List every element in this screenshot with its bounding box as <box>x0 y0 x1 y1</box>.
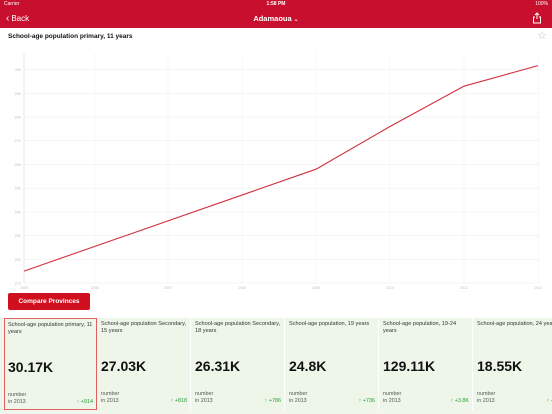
region-selector[interactable]: Adamaoua ⌄ <box>0 13 552 26</box>
y-tick-label: 30K <box>15 68 22 72</box>
battery-percent: 100% <box>535 1 548 7</box>
arrow-up-icon: ↑ <box>358 398 363 404</box>
card-change: ↑ +914 <box>77 399 93 406</box>
card-change-value: +818 <box>174 398 187 404</box>
y-tick-label: 22K <box>15 258 22 262</box>
card-title: School-age population, 24 years <box>477 321 552 327</box>
nav-bar: ‹ Back Adamaoua ⌄ <box>0 9 552 28</box>
y-tick-label: 23K <box>15 234 22 238</box>
x-tick-label: 2005 <box>20 286 28 290</box>
card-unit: number <box>101 391 120 397</box>
back-label: Back <box>11 14 30 23</box>
y-tick-label: 26K <box>15 163 22 167</box>
card-change: ↑ +818 <box>171 398 187 405</box>
x-tick-label: 2007 <box>164 286 172 290</box>
card-value: 26.31K <box>195 358 241 374</box>
card-title: School-age population primary, 11 years <box>8 322 93 335</box>
card-unit: number <box>477 391 496 397</box>
x-tick-label: 2009 <box>312 286 320 290</box>
y-tick-label: 24K <box>15 210 22 214</box>
card-unit: number <box>195 391 214 397</box>
card-change-value: +550 <box>551 398 552 404</box>
arrow-up-icon: ↑ <box>76 399 81 405</box>
card-title: School-age population Secondary, 15 year… <box>101 321 187 334</box>
x-tick-label: 2012 <box>460 286 468 290</box>
y-tick-label: 27K <box>15 139 22 143</box>
card-change: ↑ +786 <box>265 398 281 405</box>
indicator-card[interactable]: School-age population, 19-24 years 129.11… <box>380 318 473 410</box>
card-change: ↑ +736 <box>359 398 375 405</box>
card-change-value: +914 <box>80 399 93 405</box>
card-change-value: +3.8K <box>454 398 469 404</box>
card-year: in 2013 <box>383 398 401 404</box>
compare-provinces-button[interactable]: Compare Provinces <box>8 293 90 310</box>
card-unit: number <box>8 392 27 398</box>
nav-title: Adamaoua <box>253 14 292 23</box>
card-change: ↑ +3.8K <box>451 398 469 405</box>
arrow-up-icon: ↑ <box>546 398 551 404</box>
card-change-value: +786 <box>268 398 281 404</box>
y-tick-label: 28K <box>15 116 22 120</box>
x-tick-label: 2006 <box>91 286 99 290</box>
card-year: in 2013 <box>8 399 26 405</box>
card-title: School-age population Secondary, 18 year… <box>195 321 281 334</box>
card-year: in 2013 <box>477 398 495 404</box>
card-title: School-age population, 19 years <box>289 321 370 327</box>
card-value: 24.8K <box>289 358 327 374</box>
indicator-card[interactable]: School-age population, 24 years 18.55K num… <box>474 318 552 410</box>
indicator-card[interactable]: School-age population Secondary, 18 year… <box>192 318 285 410</box>
x-tick-label: 2008 <box>238 286 246 290</box>
arrow-up-icon: ↑ <box>264 398 269 404</box>
battery-indicator: 100% <box>535 0 548 9</box>
chart-title: School-age population primary, 11 years <box>8 33 133 40</box>
x-tick-label: 2013 <box>534 286 542 290</box>
back-button[interactable]: ‹ Back <box>6 12 29 25</box>
card-year: in 2013 <box>195 398 213 404</box>
card-value: 18.55K <box>477 358 523 374</box>
card-value: 129.11K <box>383 358 436 374</box>
clock: 1:58 PM <box>266 1 286 7</box>
y-tick-label: 29K <box>15 92 22 96</box>
card-change-value: +736 <box>362 398 375 404</box>
carrier-label: Carrier <box>4 1 20 7</box>
favorite-star-icon[interactable]: ☆ <box>537 30 547 42</box>
card-unit: number <box>289 391 308 397</box>
card-value: 27.03K <box>101 358 147 374</box>
chevron-down-icon: ⌄ <box>293 17 299 23</box>
arrow-up-icon: ↑ <box>450 398 455 404</box>
card-value: 30.17K <box>8 359 54 375</box>
card-change: ↑ +550 <box>547 398 552 405</box>
indicator-cards: School-age population primary, 11 years 3… <box>0 318 552 414</box>
card-year: in 2013 <box>101 398 119 404</box>
top-bar: Carrier 1:58 PM 100% ‹ Back Adamaoua ⌄ <box>0 0 552 28</box>
indicator-card[interactable]: School-age population Secondary, 15 year… <box>98 318 191 410</box>
card-title: School-age population, 19-24 years <box>383 321 457 334</box>
line-chart: 21K 22K 23K 24K 25K 26K 27K 28K 29K 30K 2005 2006 20… <box>15 53 542 290</box>
status-bar: Carrier 1:58 PM 100% <box>0 0 552 9</box>
x-tick-label: 2010 <box>386 286 394 290</box>
chevron-left-icon: ‹ <box>6 13 10 24</box>
share-icon[interactable] <box>532 12 542 24</box>
card-unit: number <box>383 391 402 397</box>
card-year: in 2013 <box>289 398 307 404</box>
indicator-card[interactable]: School-age population, 19 years 24.8K numb… <box>286 318 379 410</box>
arrow-up-icon: ↑ <box>170 398 175 404</box>
y-tick-label: 21K <box>15 282 22 286</box>
y-tick-label: 25K <box>15 187 22 191</box>
indicator-card[interactable]: School-age population primary, 11 years 3… <box>4 318 97 410</box>
series-line <box>23 65 539 272</box>
